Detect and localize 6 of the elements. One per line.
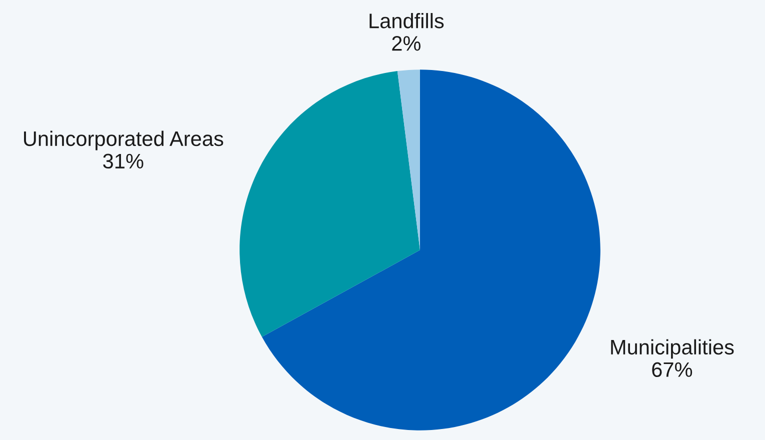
data-label: 31% bbox=[103, 154, 144, 169]
slice-label: Landfills bbox=[370, 13, 444, 28]
data-label: 67% bbox=[652, 362, 692, 378]
slice-label: Unincorporated Areas bbox=[24, 130, 224, 150]
data-label: 2% bbox=[392, 36, 420, 51]
slice-label: Municipalities bbox=[611, 339, 734, 359]
